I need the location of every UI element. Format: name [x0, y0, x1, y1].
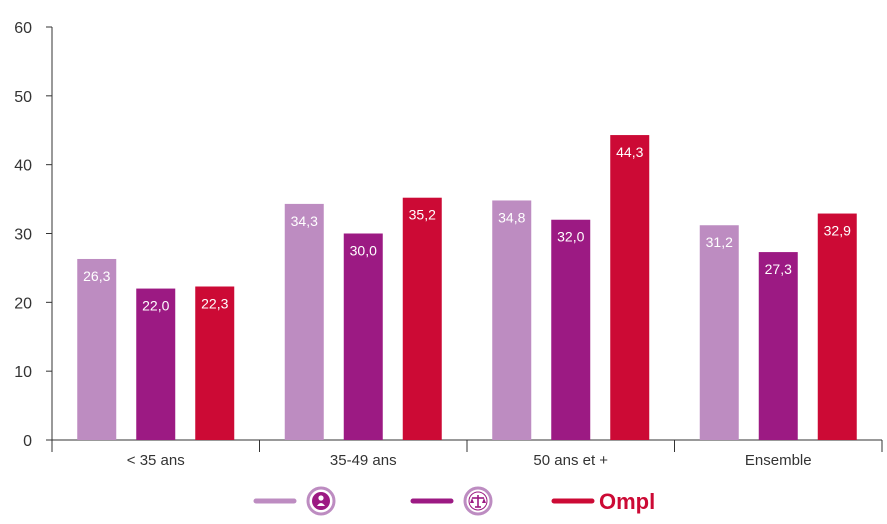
bar	[699, 225, 739, 440]
bar	[610, 135, 650, 440]
data-label: 32,0	[557, 229, 584, 245]
data-labels-group: 26,3 34,3 34,8 31,2 22,0 30,0 32,0 27,3 22,3 35,2…	[83, 144, 851, 313]
bar	[492, 200, 532, 440]
bar	[402, 197, 442, 440]
y-tick-label: 10	[14, 364, 32, 381]
x-category-label: Ensemble	[745, 452, 812, 469]
bar	[195, 286, 235, 440]
data-label: 22,0	[142, 298, 169, 314]
y-tick-label: 30	[14, 227, 32, 244]
x-category-label: 35-49 ans	[330, 452, 397, 469]
data-label: 35,2	[409, 207, 436, 223]
data-label: 34,8	[498, 209, 525, 225]
bar	[758, 252, 798, 440]
data-label: 34,3	[291, 213, 318, 229]
bar	[136, 288, 176, 440]
data-label: 26,3	[83, 268, 110, 284]
bar	[284, 203, 324, 440]
bar	[551, 219, 591, 440]
person-badge-icon	[306, 486, 336, 516]
scales-of-justice-icon	[463, 486, 493, 516]
y-tick-label: 20	[14, 295, 32, 312]
axes: 0 10 20 30 40 50 60 < 35 ans 35-49 ans 50 ans et …	[14, 20, 883, 469]
y-tick-label: 60	[14, 20, 32, 37]
bar	[343, 233, 383, 440]
x-category-label: < 35 ans	[127, 452, 185, 469]
ompl-logo: Ompl	[599, 489, 655, 514]
data-label: 44,3	[616, 144, 643, 160]
data-label: 31,2	[706, 234, 733, 250]
data-label: 27,3	[765, 261, 792, 277]
data-label: 22,3	[201, 296, 228, 312]
x-category-label: 50 ans et +	[533, 452, 608, 469]
y-tick-label: 40	[14, 158, 32, 175]
data-label: 32,9	[824, 223, 851, 239]
data-label: 30,0	[350, 243, 377, 259]
legend: Ompl	[253, 486, 655, 516]
y-tick-label: 0	[23, 433, 32, 450]
bar	[817, 213, 857, 440]
bar	[77, 258, 117, 440]
bars-group	[77, 135, 857, 440]
y-tick-label: 50	[14, 89, 32, 106]
